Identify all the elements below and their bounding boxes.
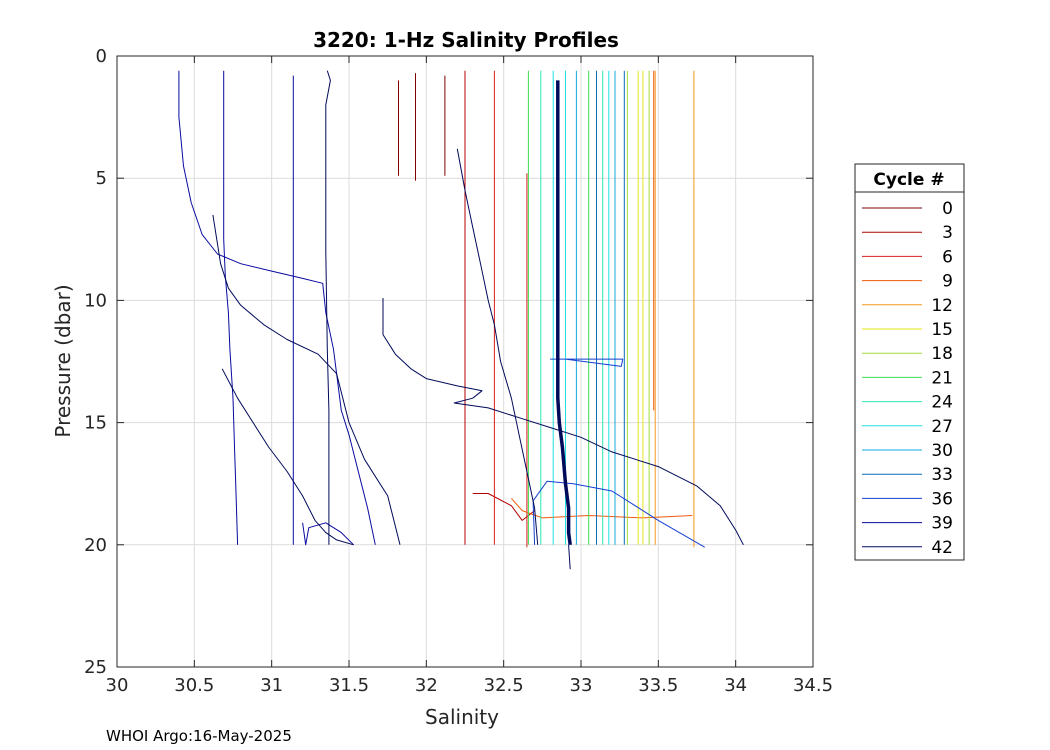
legend-label: 39	[931, 514, 953, 534]
series-cycle-3	[464, 70, 535, 545]
x-tick-label: 31	[260, 675, 283, 696]
x-ticks: 30 30.5 31 31.5 32 32.5 33 33.5 34 34.5	[106, 56, 833, 696]
legend-label: 15	[931, 320, 953, 340]
profile-line	[223, 70, 239, 545]
series-cycle-18	[626, 70, 650, 545]
profile-line	[556, 80, 572, 546]
legend-label: 33	[931, 465, 953, 485]
profile-line	[568, 544, 571, 570]
legend-label: 27	[931, 417, 953, 437]
x-tick-label: 30	[106, 675, 129, 696]
profile-line	[212, 214, 401, 545]
series-cycle-24	[540, 70, 604, 545]
profile-line	[472, 493, 535, 521]
x-tick-label: 32.5	[484, 675, 524, 696]
profile-line	[178, 70, 376, 545]
profile-lines	[178, 70, 744, 570]
series-cycle-0	[398, 73, 446, 181]
profile-line	[550, 358, 624, 367]
x-tick-label: 33.5	[638, 675, 678, 696]
series-cycle-21	[527, 70, 590, 545]
legend-label: 9	[942, 272, 953, 292]
x-tick-label: 31.5	[329, 675, 369, 696]
profile-line	[325, 70, 331, 545]
x-tick-label: 33	[570, 675, 593, 696]
x-tick-label: 32	[415, 675, 438, 696]
legend-label: 21	[931, 368, 953, 388]
series-cycle-15	[637, 70, 644, 545]
y-tick-label: 25	[84, 657, 107, 678]
profile-line	[302, 522, 354, 546]
y-axis-label: Pressure (dbar)	[51, 284, 75, 437]
legend-label: 24	[931, 393, 953, 413]
series-cycle-33	[596, 70, 625, 545]
legend-title: Cycle #	[873, 170, 944, 190]
series-cycle-39	[178, 70, 376, 546]
legend-label: 30	[931, 441, 953, 461]
y-ticks: 0 5 10 15 20 25	[84, 46, 813, 678]
legend-label: 42	[931, 538, 953, 558]
profile-line	[382, 298, 744, 546]
chart-title: 3220: 1-Hz Salinity Profiles	[313, 28, 619, 52]
y-tick-label: 15	[84, 413, 107, 434]
x-tick-label: 34.5	[793, 675, 833, 696]
plot-frame	[116, 55, 814, 668]
profile-line	[221, 368, 354, 546]
y-tick-label: 10	[84, 290, 107, 311]
legend-label: 12	[931, 296, 953, 316]
series-cycle-6	[493, 70, 528, 548]
series-cycle-30	[575, 70, 616, 545]
y-tick-label: 5	[96, 168, 107, 189]
x-axis-label: Salinity	[425, 705, 499, 729]
y-tick-label: 20	[84, 535, 107, 556]
legend-label: 6	[942, 247, 953, 267]
legend-label: 36	[931, 489, 953, 509]
legend-label: 0	[942, 199, 953, 219]
legend-label: 18	[931, 344, 953, 364]
y-tick-label: 0	[96, 46, 107, 67]
legend-label: 3	[942, 223, 953, 243]
legend-box	[854, 163, 965, 561]
x-tick-label: 30.5	[174, 675, 214, 696]
profile-line	[456, 148, 539, 545]
x-tick-label: 34	[724, 675, 747, 696]
series-cycle-42	[212, 70, 744, 570]
plot-area: 30 30.5 31 31.5 32 32.5 33 33.5 34 34.5 0 5 10 15 20 2…	[84, 46, 833, 696]
footer-credit: WHOI Argo:16-May-2025	[106, 727, 292, 745]
